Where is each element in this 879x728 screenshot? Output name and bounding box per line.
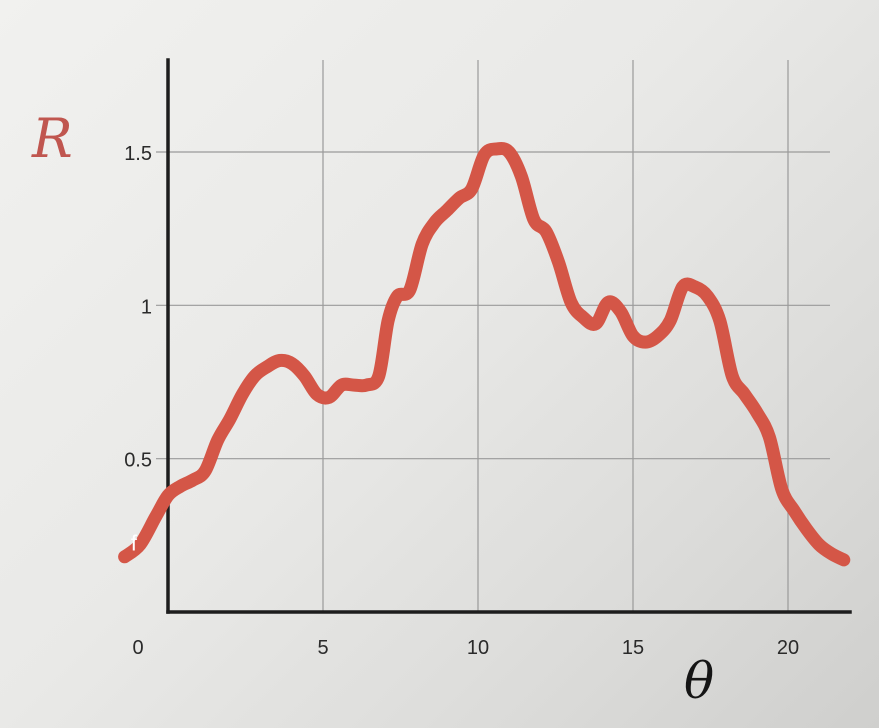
series-layer bbox=[118, 141, 851, 567]
annotation-label: f bbox=[131, 531, 138, 556]
x-tick-label: 10 bbox=[467, 637, 489, 659]
annotations: f bbox=[131, 531, 138, 556]
y-axis-label: R bbox=[31, 107, 73, 170]
x-tick-label: 0 bbox=[132, 637, 143, 659]
x-axis-label: θ bbox=[684, 652, 714, 710]
series-line-0 bbox=[118, 141, 851, 567]
axes bbox=[166, 58, 852, 614]
tick-labels: 0 5 10 15 20 0.5 1 1.5 bbox=[124, 143, 799, 659]
x-tick-label: 20 bbox=[777, 637, 799, 659]
y-tick-label: 0.5 bbox=[124, 450, 152, 472]
y-tick-label: 1.5 bbox=[124, 143, 152, 165]
x-tick-label: 5 bbox=[317, 637, 328, 659]
y-tick-label: 1 bbox=[141, 296, 152, 318]
x-tick-label: 15 bbox=[622, 637, 644, 659]
